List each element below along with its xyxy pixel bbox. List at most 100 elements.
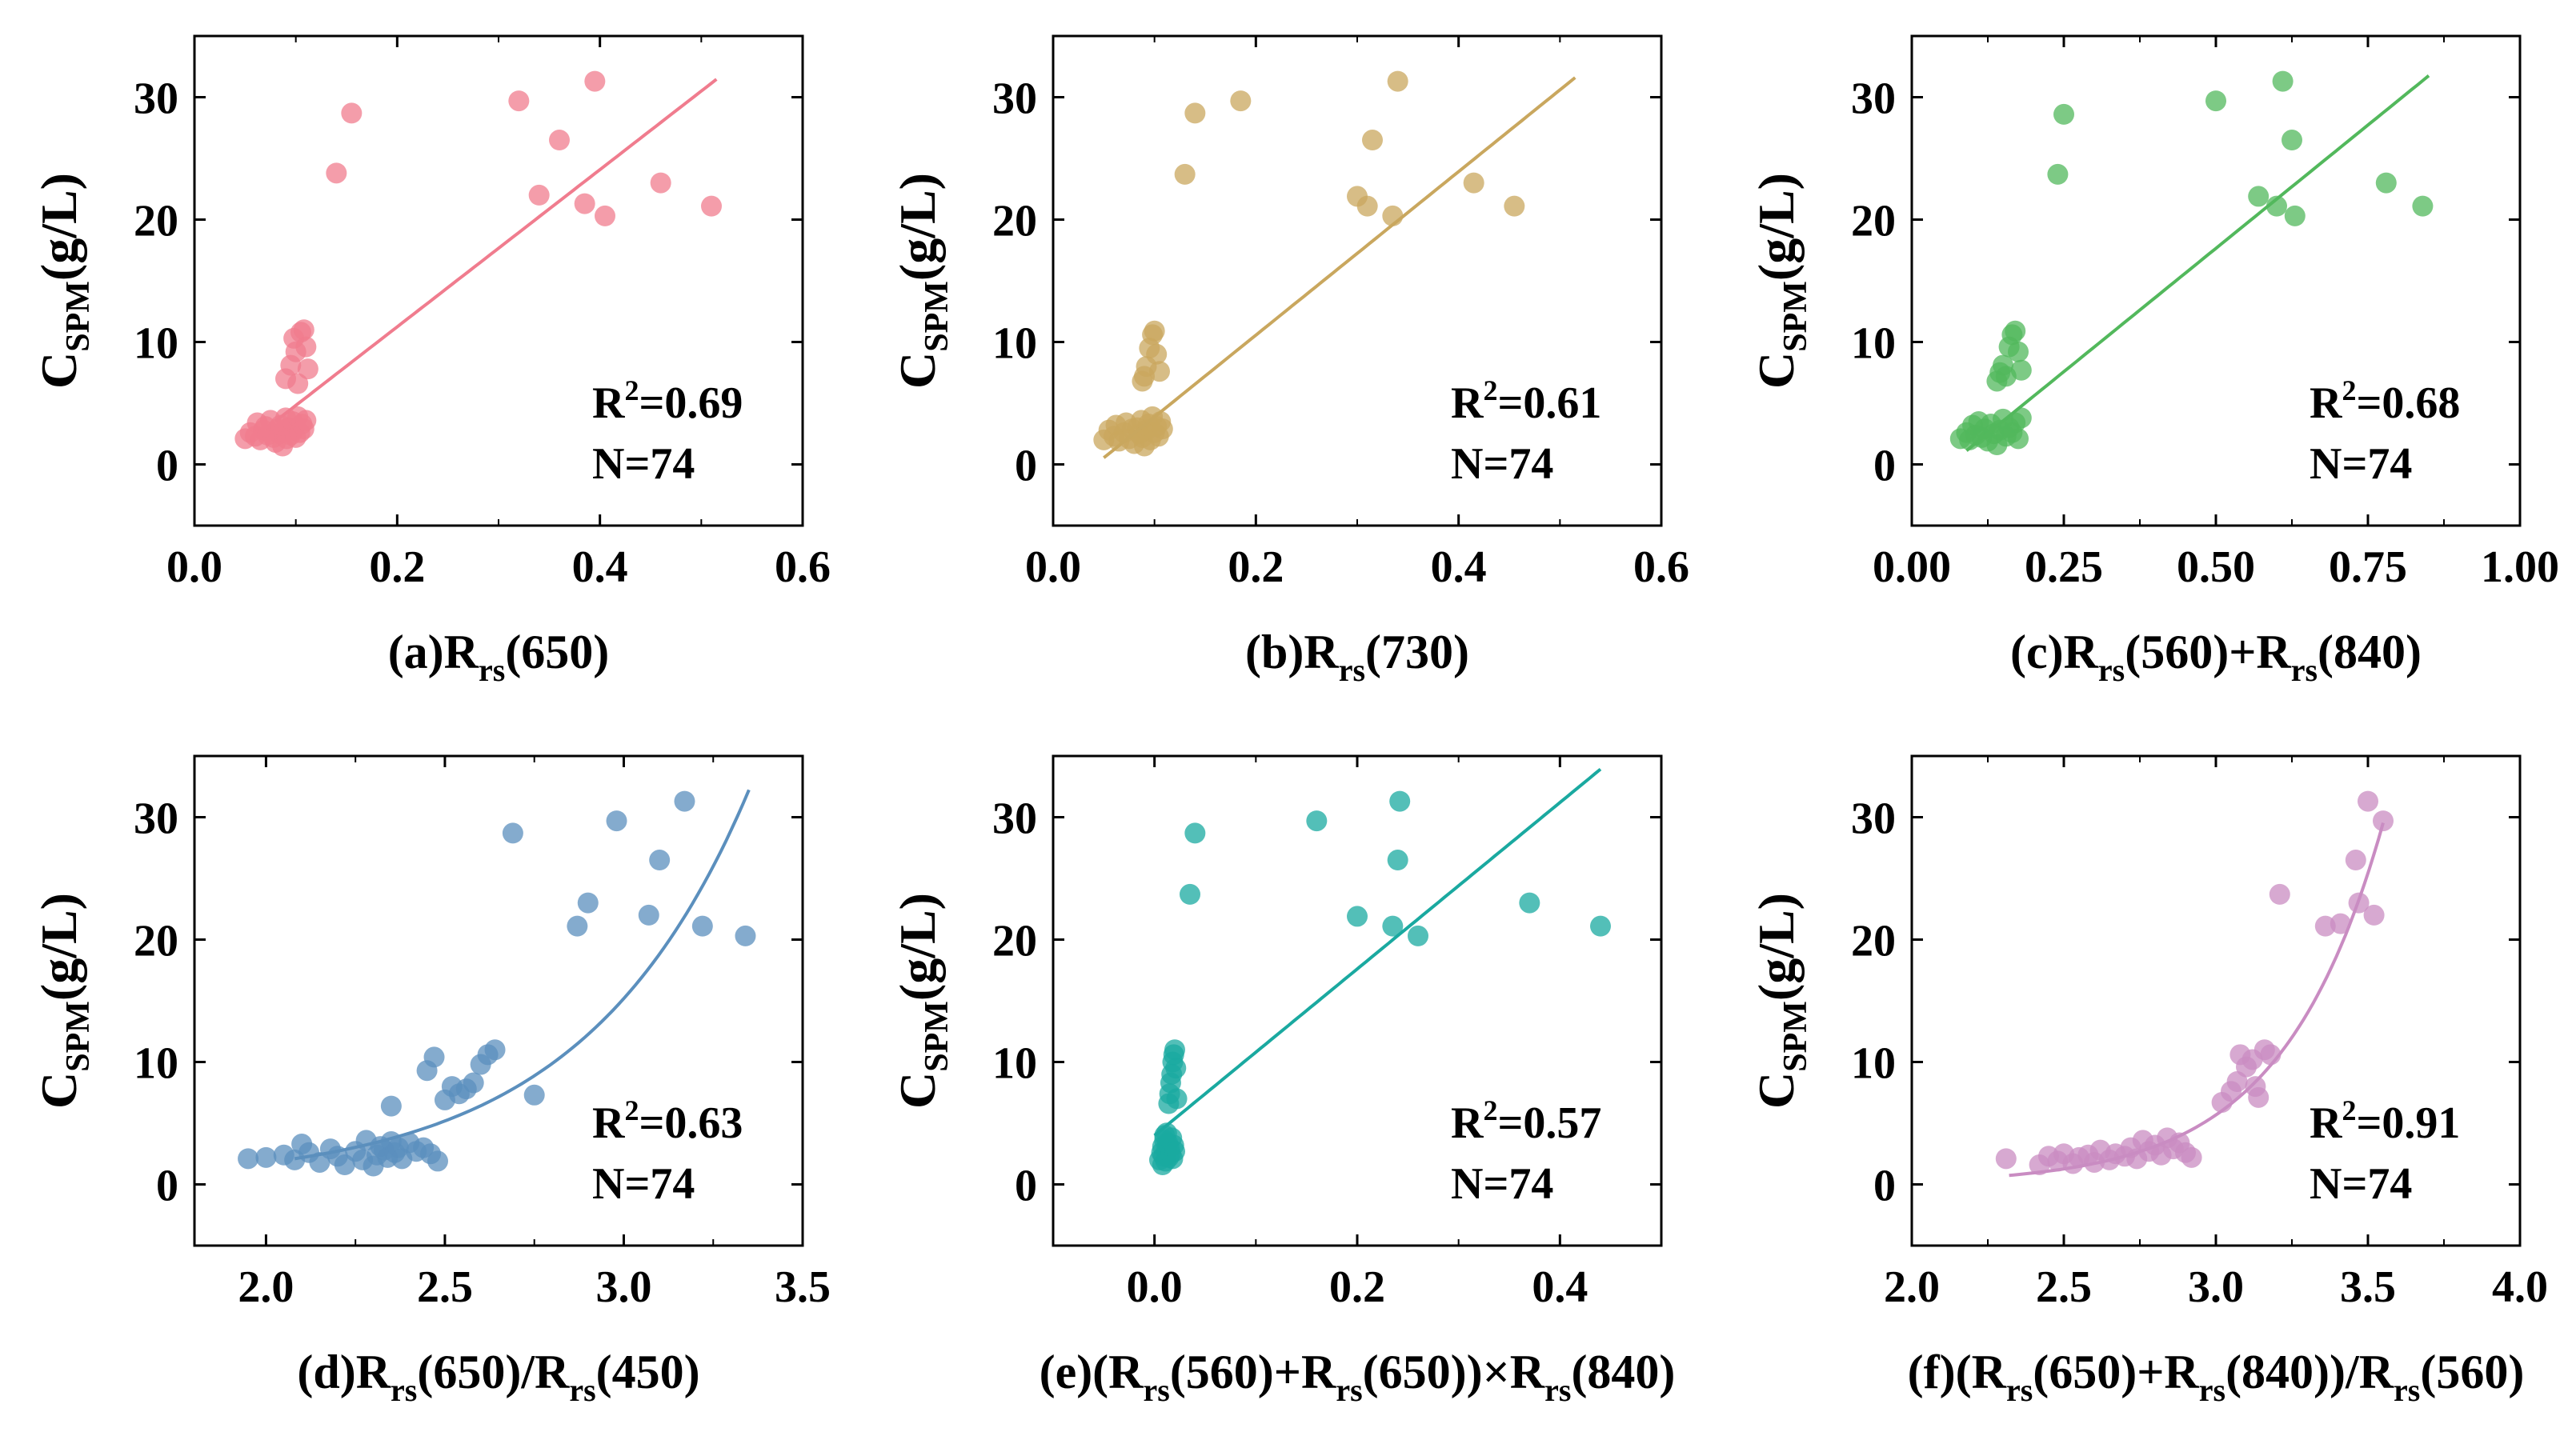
panel-e: 0.0 0.2 0.4 0 10 20 30 CSPM(g/L) (e)(Rrs(560)+Rr… — [859, 720, 1717, 1424]
y-axis-label: CSPM(g/L) — [889, 173, 955, 389]
panel-caption: (a)Rrs(650) — [388, 626, 610, 688]
y-tick-label: 30 — [992, 74, 1037, 124]
y-label-sub: SPM — [60, 281, 97, 352]
data-point — [1134, 366, 1155, 387]
chart-d: 2.0 2.5 3.0 3.50102030CSPM(g/L)(d)Rrs(650)/… — [30, 754, 831, 1408]
caption-text: (560)+R — [1170, 1346, 1336, 1398]
data-point — [2047, 163, 2069, 185]
y-tick-label: 10 — [992, 319, 1037, 369]
r2-value: =0.63 — [639, 1098, 743, 1148]
data-point — [523, 1084, 545, 1106]
y-tick-label: 0 — [1015, 1162, 1037, 1211]
caption-text: (560)+R — [2125, 626, 2291, 678]
y-label-sub: SPM — [60, 1001, 97, 1072]
caption-subscript: rs — [2098, 652, 2125, 688]
x-tick-label: 1.00 — [2481, 542, 2559, 592]
y-tick-label: 30 — [134, 74, 178, 124]
y-label-unit: (g/L) — [30, 173, 87, 281]
caption-subscript: rs — [1544, 1372, 1571, 1408]
data-point — [2269, 883, 2290, 905]
r2-superscript: 2 — [1483, 1094, 1497, 1126]
data-point — [2010, 359, 2032, 381]
data-point — [650, 172, 671, 194]
data-point — [2272, 70, 2294, 92]
r2-superscript: 2 — [624, 1094, 639, 1126]
y-tick-label: 30 — [134, 794, 178, 844]
plot-frame — [1052, 754, 1663, 1247]
data-point — [1989, 362, 2011, 383]
data-point — [1152, 418, 1173, 440]
y-tick-label: 10 — [1851, 1039, 1896, 1089]
caption-text: (650) — [505, 626, 609, 678]
data-point — [1184, 102, 1206, 124]
data-point — [484, 1039, 506, 1061]
r2-symbol: R — [592, 378, 625, 428]
data-point — [502, 822, 523, 844]
r2-symbol: R — [592, 1098, 625, 1148]
data-point — [255, 1146, 277, 1168]
x-tick-label: 0.6 — [775, 542, 831, 592]
data-point — [701, 195, 722, 217]
fit-line — [2009, 822, 2385, 1178]
panel-caption: (e)(Rrs(560)+Rrs(650))×Rrs(840) — [1040, 1346, 1676, 1408]
y-tick-label: 10 — [1851, 319, 1896, 369]
data-point — [423, 1046, 445, 1068]
caption-subscript: rs — [569, 1372, 595, 1408]
data-point — [2005, 320, 2026, 342]
r-squared-label: R2=0.61 — [1451, 374, 1601, 428]
data-point — [2008, 341, 2029, 362]
r2-symbol: R — [1451, 378, 1484, 428]
data-point — [1382, 915, 1404, 937]
fit-line — [274, 78, 718, 422]
sample-count-label: N=74 — [2310, 439, 2412, 489]
data-point — [1504, 195, 1525, 217]
y-tick-label: 20 — [1851, 917, 1896, 966]
data-point — [606, 810, 627, 832]
data-point — [508, 90, 530, 112]
caption-prefix: (f)(R — [1908, 1346, 2007, 1398]
data-point — [1387, 70, 1408, 92]
sample-count-label: N=74 — [1451, 439, 1553, 489]
y-label-unit: (g/L) — [30, 893, 87, 1001]
plot-frame — [193, 754, 804, 1247]
y-label-main: C — [1748, 1072, 1805, 1109]
data-point — [528, 184, 550, 206]
panel-caption: (b)Rrs(730) — [1245, 626, 1469, 688]
r-squared-label: R2=0.63 — [592, 1094, 743, 1148]
y-label-main: C — [30, 352, 87, 389]
data-point — [595, 205, 615, 226]
caption-subscript: rs — [1336, 1372, 1362, 1408]
r2-value: =0.57 — [1497, 1098, 1601, 1148]
data-point — [1519, 892, 1540, 914]
r2-superscript: 2 — [2342, 374, 2356, 406]
y-label-main: C — [889, 352, 946, 389]
y-axis-label: CSPM(g/L) — [1748, 173, 1814, 389]
y-label-unit: (g/L) — [889, 173, 946, 281]
data-point — [574, 193, 595, 214]
caption-text: (730) — [1365, 626, 1469, 678]
data-point — [2248, 186, 2270, 207]
r-squared-label: R2=0.68 — [2310, 374, 2460, 428]
y-tick-label: 0 — [1015, 442, 1037, 491]
caption-text: (450) — [596, 1346, 700, 1398]
x-tick-label: 0.0 — [1025, 542, 1081, 592]
x-tick-label: 2.5 — [2036, 1262, 2092, 1312]
data-point — [2284, 205, 2306, 226]
x-tick-label: 0.2 — [369, 542, 425, 592]
x-tick-label: 3.5 — [775, 1262, 831, 1312]
caption-subscript: rs — [391, 1372, 417, 1408]
y-tick-label: 20 — [992, 197, 1037, 246]
sample-count-label: N=74 — [2310, 1159, 2412, 1209]
r2-value: =0.91 — [2356, 1098, 2460, 1148]
chart-b: 0.0 0.2 0.4 0.6 0 10 20 30 CSPM(g/L) (b)Rrs(730) R… — [889, 34, 1689, 688]
data-point — [1389, 790, 1411, 812]
data-point — [2205, 90, 2226, 112]
caption-text: (840) — [1571, 1346, 1675, 1398]
data-point — [326, 162, 347, 184]
r2-symbol: R — [1451, 1098, 1484, 1148]
data-point — [1180, 883, 1200, 905]
x-tick-label: 3.0 — [2188, 1262, 2244, 1312]
x-tick-label: 0.75 — [2329, 542, 2407, 592]
data-point — [674, 790, 695, 812]
caption-text: (650)/R — [417, 1346, 570, 1398]
